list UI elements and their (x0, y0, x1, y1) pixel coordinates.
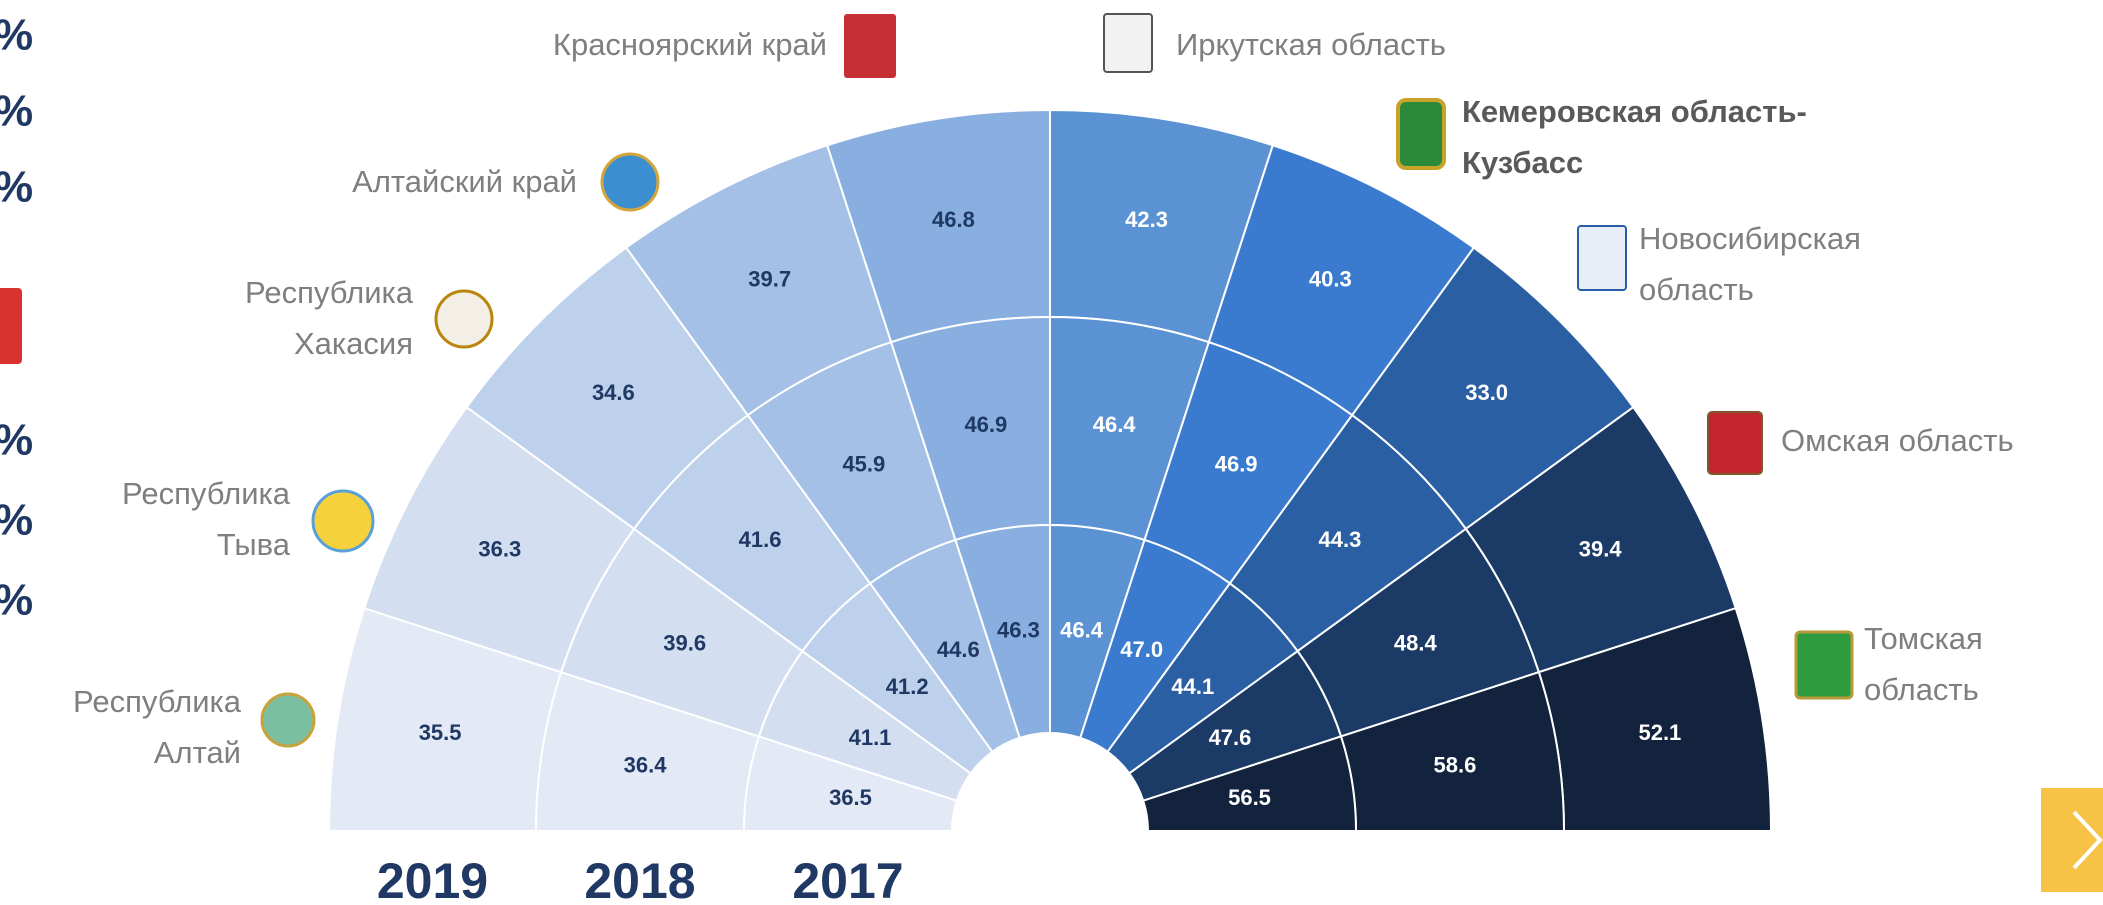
region-label-line: Кемеровская область- (1462, 94, 1807, 129)
region-label-line: Алтайский край (352, 164, 577, 199)
region-label-line: Республика (73, 684, 242, 719)
emblem (844, 14, 896, 78)
region-label: Республика Тыва (122, 476, 291, 562)
side-mark: % (0, 496, 33, 545)
button-bg[interactable] (2041, 788, 2103, 892)
legend-year: 2019 (377, 853, 488, 905)
chevron[interactable] (2072, 810, 2103, 870)
region-label: Республика Алтай (73, 684, 242, 770)
region-label-line: Томская (1864, 621, 1983, 656)
side-mark: % (0, 163, 33, 212)
side-mark: % (0, 87, 33, 136)
value-label: 44.6 (937, 637, 980, 662)
value-label: 47.0 (1120, 637, 1163, 662)
value-label: 40.3 (1309, 267, 1352, 292)
region-label: Алтайский край (352, 164, 577, 199)
region-label-line: Иркутская область (1176, 27, 1446, 62)
emblem (434, 289, 494, 349)
value-label: 46.8 (932, 207, 975, 232)
side-mark: % (0, 11, 33, 60)
value-label: 46.4 (1093, 412, 1137, 437)
value-label: 56.5 (1228, 785, 1271, 810)
emblem (1396, 98, 1446, 170)
legend-year: 2017 (792, 853, 903, 905)
legend-year: 2018 (584, 853, 695, 905)
value-label: 41.2 (886, 674, 929, 699)
value-label: 35.5 (419, 720, 462, 745)
value-label: 58.6 (1434, 753, 1477, 778)
emblem (311, 489, 375, 553)
value-label: 39.4 (1579, 536, 1623, 561)
region-label-line: Новосибирская (1639, 221, 1861, 256)
region-label-line: Республика (245, 275, 414, 310)
region-label-line: Кузбасс (1462, 145, 1583, 180)
region-label-line: Омская область (1781, 423, 2014, 458)
value-label: 41.1 (849, 725, 892, 750)
next-button[interactable] (2041, 788, 2103, 892)
region-label-line: область (1639, 272, 1754, 307)
value-label: 46.3 (997, 617, 1040, 642)
side-mark: % (0, 416, 33, 465)
value-label: 36.5 (829, 785, 872, 810)
value-label: 33.0 (1465, 380, 1508, 405)
emblem (260, 692, 316, 748)
emblem (1707, 411, 1763, 475)
region-label: Томская область (1864, 621, 1983, 707)
emblem (1794, 630, 1854, 700)
emblem (1577, 225, 1627, 291)
value-label: 44.1 (1171, 674, 1214, 699)
region-label-line: Республика (122, 476, 291, 511)
value-label: 36.4 (624, 753, 668, 778)
value-label: 46.9 (1215, 451, 1258, 476)
value-label: 46.9 (964, 412, 1007, 437)
region-label: Кемеровская область- Кузбасс (1462, 94, 1807, 180)
value-label: 47.6 (1209, 725, 1252, 750)
segment (1141, 735, 1358, 832)
value-label: 39.7 (748, 267, 791, 292)
value-label: 42.3 (1125, 207, 1168, 232)
region-label: Красноярский край (553, 27, 827, 62)
region-label-line: область (1864, 672, 1979, 707)
emblem (1103, 13, 1153, 73)
emblems (0, 13, 1854, 748)
region-label: Новосибирская область (1639, 221, 1861, 307)
value-label: 44.3 (1318, 527, 1361, 552)
region-label: Омская область (1781, 423, 2014, 458)
value-label: 39.6 (663, 631, 706, 656)
region-label-line: Тыва (217, 527, 291, 562)
region-label-line: Алтай (154, 735, 241, 770)
value-label: 46.4 (1060, 617, 1104, 642)
value-label: 48.4 (1394, 631, 1438, 656)
side-mark: % (0, 576, 33, 625)
region-label-line: Красноярский край (553, 27, 827, 62)
value-label: 41.6 (739, 527, 782, 552)
value-label: 52.1 (1638, 720, 1681, 745)
value-label: 34.6 (592, 380, 635, 405)
region-label-line: Хакасия (294, 326, 413, 361)
region-label: Республика Хакасия (245, 275, 414, 361)
value-label: 45.9 (842, 451, 885, 476)
emblem (600, 152, 660, 212)
value-label: 36.3 (478, 536, 521, 561)
region-label: Иркутская область (1176, 27, 1446, 62)
emblem (0, 288, 22, 364)
